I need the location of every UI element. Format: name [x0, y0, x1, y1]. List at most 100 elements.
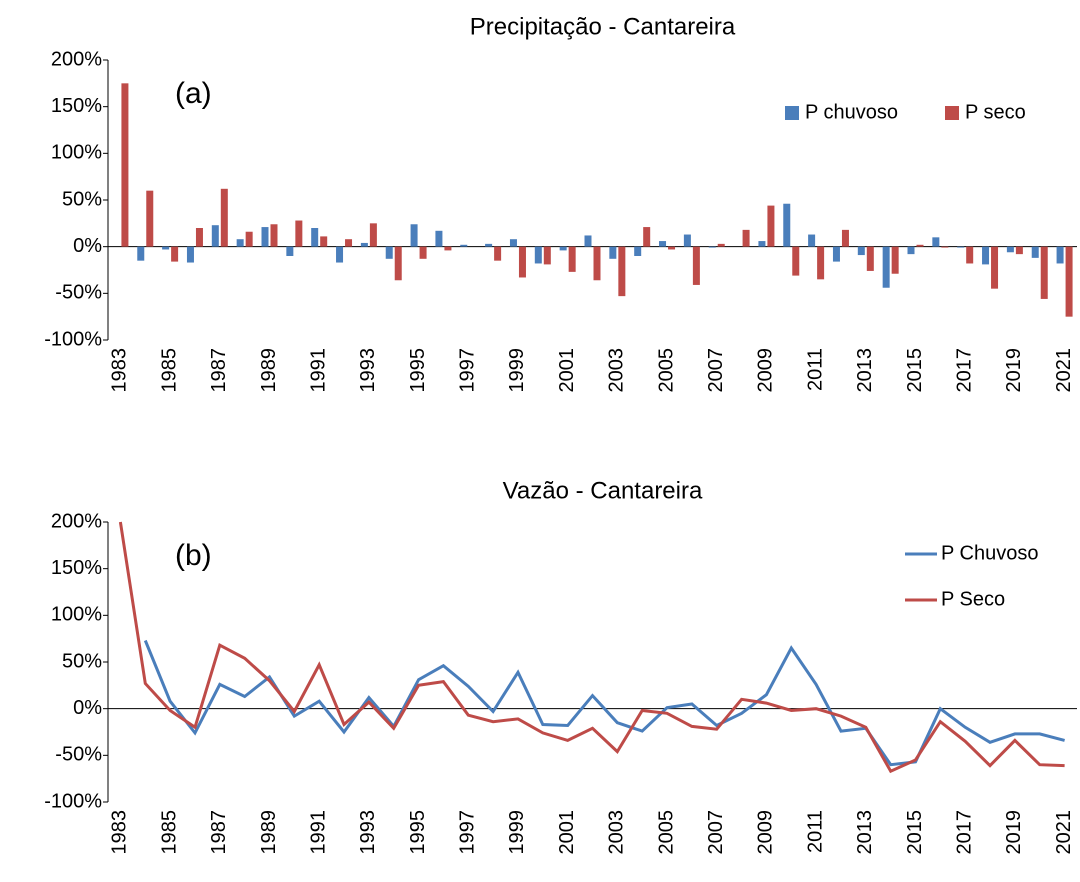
legend-swatch: [785, 106, 799, 120]
bar: [643, 227, 651, 247]
bar: [236, 239, 244, 247]
x-tick-label: 2011: [804, 810, 826, 853]
bar: [195, 228, 203, 247]
x-tick-label: 1985: [158, 810, 180, 855]
y-tick-label: 200%: [51, 48, 102, 70]
y-tick-label: 0%: [73, 697, 102, 719]
bar: [320, 236, 328, 247]
bar: [957, 246, 965, 248]
bar: [907, 246, 915, 255]
x-tick-label: 2017: [953, 810, 975, 855]
bar: [659, 241, 667, 247]
bar: [783, 203, 791, 247]
bar: [916, 244, 924, 247]
x-tick-label: 2015: [904, 348, 926, 393]
x-tick-label: 1997: [457, 348, 479, 393]
bar: [634, 246, 642, 256]
bar: [485, 243, 493, 247]
x-tick-label: 2019: [1003, 810, 1025, 855]
bar: [982, 246, 990, 265]
x-tick-label: 2013: [854, 810, 876, 855]
x-tick-label: 1999: [506, 348, 528, 393]
bar: [435, 230, 443, 247]
bar: [742, 229, 750, 247]
bar: [311, 228, 319, 247]
bar: [360, 242, 368, 247]
bar: [568, 246, 576, 272]
legend-label: P Seco: [941, 588, 1005, 610]
y-tick-label: 50%: [62, 188, 102, 210]
bar: [1065, 246, 1073, 317]
bar: [261, 227, 269, 247]
bar: [708, 246, 716, 248]
x-tick-label: 2001: [556, 810, 578, 855]
y-tick-label: 0%: [73, 235, 102, 257]
x-tick-label: 2005: [655, 810, 677, 855]
bar: [584, 235, 592, 247]
bar: [286, 246, 294, 256]
annotation: (a): [175, 77, 212, 110]
y-tick-label: 150%: [51, 557, 102, 579]
bar: [882, 246, 890, 288]
bar: [121, 83, 129, 247]
bar: [336, 246, 344, 263]
x-tick-label: 2005: [655, 348, 677, 393]
legend-label: P chuvoso: [805, 101, 898, 123]
bar: [866, 246, 874, 271]
bar: [385, 246, 393, 259]
x-tick-label: 1993: [357, 348, 379, 393]
bar: [932, 237, 940, 247]
x-tick-label: 1991: [307, 348, 329, 393]
y-tick-label: -50%: [55, 744, 102, 766]
bar: [891, 246, 899, 274]
x-tick-label: 2021: [1053, 348, 1075, 393]
legend-label: P seco: [965, 101, 1026, 123]
plot: [118, 521, 1065, 774]
x-tick-label: 1999: [506, 810, 528, 855]
bar: [717, 243, 725, 247]
x-tick-label: 1995: [407, 348, 429, 393]
bar: [808, 234, 816, 247]
bar: [162, 246, 170, 250]
bar: [543, 246, 551, 265]
y-tick-label: 100%: [51, 604, 102, 626]
bar: [1006, 246, 1014, 253]
bar: [146, 190, 154, 247]
bar: [345, 239, 353, 247]
bar: [410, 224, 418, 247]
x-tick-label: 1987: [208, 348, 230, 393]
bar: [245, 231, 253, 247]
bar: [211, 225, 219, 247]
line: [118, 521, 1065, 774]
bar: [966, 246, 974, 264]
x-tick-label: 2007: [705, 348, 727, 393]
y-tick-label: 50%: [62, 650, 102, 672]
bar: [270, 224, 278, 247]
legend-label: P Chuvoso: [941, 542, 1038, 564]
bar: [394, 246, 402, 281]
bar: [758, 241, 766, 247]
y-tick-label: -100%: [44, 328, 102, 350]
bar: [841, 229, 849, 247]
line: [143, 639, 1065, 767]
bar: [369, 223, 377, 247]
bar: [767, 205, 775, 247]
x-tick-label: 2019: [1003, 348, 1025, 393]
bar: [941, 246, 949, 248]
bar: [1040, 246, 1048, 299]
x-tick-label: 2017: [953, 348, 975, 393]
bar: [518, 246, 526, 278]
bar: [991, 246, 999, 289]
x-tick-label: 2015: [904, 810, 926, 855]
bar: [683, 234, 691, 247]
x-tick-label: 2003: [606, 348, 628, 393]
bar: [1056, 246, 1064, 264]
y-tick-label: 150%: [51, 95, 102, 117]
y-tick-label: 200%: [51, 510, 102, 532]
chart-title: Vazão - Cantareira: [503, 477, 703, 504]
bar: [817, 246, 825, 280]
bar: [509, 239, 517, 247]
x-tick-label: 2009: [755, 810, 777, 855]
x-tick-label: 1997: [457, 810, 479, 855]
